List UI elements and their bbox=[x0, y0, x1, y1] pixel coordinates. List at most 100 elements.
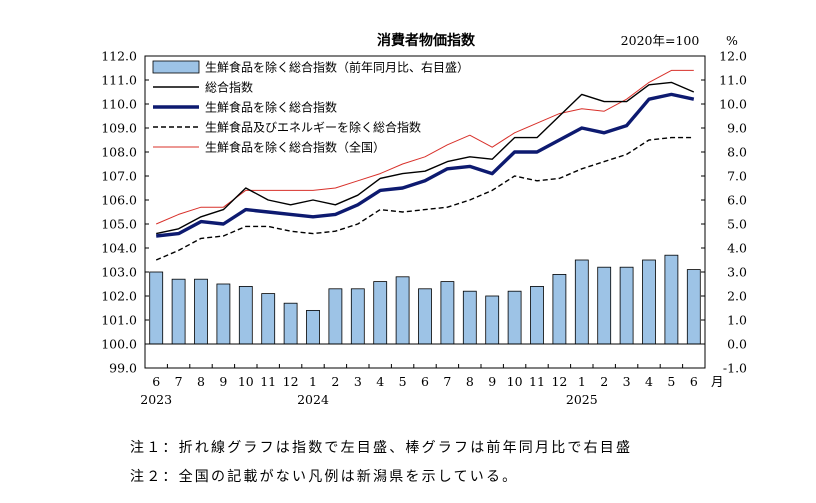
x-tick-label: 8 bbox=[197, 374, 205, 389]
left-tick-label: 101.0 bbox=[101, 313, 137, 328]
year-label: 2023 bbox=[140, 392, 172, 407]
bar-yoy bbox=[462, 290, 477, 345]
legend-label-series-3: 生鮮食品を除く総合指数（全国） bbox=[205, 140, 385, 155]
x-tick-label: 6 bbox=[152, 374, 160, 389]
x-tick-label: 12 bbox=[283, 374, 299, 389]
right-tick-label: 12.0 bbox=[719, 49, 747, 64]
bar-yoy bbox=[328, 288, 343, 345]
legend-label-series-0: 総合指数 bbox=[205, 80, 253, 95]
month-suffix: 月 bbox=[711, 374, 724, 389]
bar-yoy bbox=[261, 293, 276, 345]
base-year-note: 2020年=100 bbox=[621, 33, 700, 48]
year-label: 2024 bbox=[297, 392, 329, 407]
right-tick-label: 1.0 bbox=[727, 313, 747, 328]
x-tick-label: 7 bbox=[175, 374, 183, 389]
right-tick-label: 9.0 bbox=[727, 121, 747, 136]
bar-yoy bbox=[642, 259, 656, 345]
right-tick-label: 5.0 bbox=[727, 217, 747, 232]
left-tick-label: 112.0 bbox=[101, 49, 137, 64]
legend-label-series-2: 生鮮食品及びエネルギーを除く総合指数 bbox=[205, 120, 421, 135]
bar-yoy bbox=[597, 266, 612, 345]
x-tick-label: 5 bbox=[399, 374, 407, 389]
x-tick-label: 3 bbox=[354, 374, 362, 389]
bar-yoy bbox=[686, 269, 701, 345]
x-tick-label: 9 bbox=[219, 374, 227, 389]
left-tick-label: 102.0 bbox=[101, 289, 137, 304]
bar-yoy bbox=[216, 283, 231, 345]
right-tick-label: -1.0 bbox=[723, 361, 747, 376]
cpi-chart: 消費者物価指数 2020年=100 % 99.0100.0101.0102.01… bbox=[101, 32, 747, 407]
bar-yoy bbox=[619, 266, 634, 345]
x-tick-label: 1 bbox=[578, 374, 586, 389]
bar-yoy bbox=[485, 295, 500, 345]
left-tick-label: 100.0 bbox=[101, 337, 137, 352]
right-tick-label: 6.0 bbox=[727, 193, 747, 208]
x-tick-label: 2 bbox=[600, 374, 608, 389]
x-tick-label: 4 bbox=[376, 374, 384, 389]
x-tick-label: 2 bbox=[331, 374, 339, 389]
series-line-0 bbox=[156, 81, 695, 235]
x-tick-label: 10 bbox=[238, 374, 254, 389]
bar-yoy bbox=[350, 288, 365, 345]
year-label: 2025 bbox=[566, 392, 598, 407]
bar-yoy bbox=[418, 288, 432, 345]
x-tick-label: 3 bbox=[623, 374, 631, 389]
x-tick-label: 5 bbox=[667, 374, 675, 389]
bar-yoy bbox=[283, 302, 298, 345]
right-tick-label: 4.0 bbox=[727, 241, 747, 256]
legend-label-series-1: 生鮮食品を除く総合指数 bbox=[205, 100, 337, 115]
bar-yoy bbox=[194, 278, 208, 345]
x-tick-label: 9 bbox=[488, 374, 496, 389]
right-tick-label: 11.0 bbox=[719, 73, 747, 88]
series-line-3 bbox=[156, 69, 694, 225]
x-tick-label: 7 bbox=[443, 374, 451, 389]
left-tick-label: 109.0 bbox=[101, 121, 137, 136]
bar-yoy bbox=[373, 281, 388, 345]
legend-swatch-bars bbox=[152, 60, 200, 74]
x-tick-label: 12 bbox=[551, 374, 567, 389]
x-tick-label: 8 bbox=[466, 374, 474, 389]
left-tick-label: 107.0 bbox=[101, 169, 137, 184]
right-axis-unit: % bbox=[726, 33, 738, 48]
right-tick-label: 3.0 bbox=[727, 265, 747, 280]
bar-yoy bbox=[440, 281, 455, 345]
note-2: 注２：全国の記載がない凡例は新潟県を示している。 bbox=[130, 469, 519, 485]
bar-yoy bbox=[574, 259, 589, 345]
x-tick-label: 11 bbox=[529, 374, 545, 389]
series-line-1 bbox=[156, 92, 695, 238]
left-tick-label: 99.0 bbox=[109, 361, 137, 376]
note-1: 注１：折れ線グラフは指数で左目盛、棒グラフは前年同月比で右目盛 bbox=[130, 440, 633, 456]
legend-label-bars: 生鮮食品を除く総合指数（前年同月比、右目盛） bbox=[205, 60, 469, 75]
x-tick-label: 6 bbox=[421, 374, 429, 389]
right-tick-label: 7.0 bbox=[727, 169, 747, 184]
chart-title: 消費者物価指数 bbox=[377, 32, 476, 49]
left-tick-label: 104.0 bbox=[101, 241, 137, 256]
bar-yoy bbox=[395, 276, 410, 345]
x-tick-label: 6 bbox=[690, 374, 698, 389]
right-tick-label: 2.0 bbox=[727, 289, 747, 304]
x-tick-label: 4 bbox=[645, 374, 653, 389]
x-tick-label: 10 bbox=[507, 374, 523, 389]
left-tick-label: 108.0 bbox=[101, 145, 137, 160]
right-tick-label: 0.0 bbox=[727, 337, 747, 352]
left-tick-label: 105.0 bbox=[101, 217, 137, 232]
x-tick-label: 1 bbox=[309, 374, 317, 389]
bar-yoy bbox=[306, 309, 320, 345]
bar-yoy bbox=[507, 290, 522, 345]
bar-yoy bbox=[149, 271, 164, 345]
bar-yoy bbox=[171, 278, 186, 345]
left-tick-label: 110.0 bbox=[101, 97, 137, 112]
bar-yoy bbox=[530, 285, 544, 345]
plot-frame bbox=[144, 55, 706, 369]
left-tick-label: 103.0 bbox=[101, 265, 137, 280]
bar-yoy bbox=[552, 273, 567, 345]
series-line-2 bbox=[155, 136, 694, 261]
bar-yoy bbox=[664, 254, 679, 345]
right-tick-label: 10.0 bbox=[719, 97, 747, 112]
right-tick-label: 8.0 bbox=[727, 145, 747, 160]
x-tick-label: 11 bbox=[260, 374, 276, 389]
left-tick-label: 106.0 bbox=[101, 193, 137, 208]
left-tick-label: 111.0 bbox=[101, 73, 137, 88]
bar-yoy bbox=[238, 285, 253, 345]
legend: 生鮮食品を除く総合指数（前年同月比、右目盛） 総合指数生鮮食品を除く総合指数生鮮食… bbox=[152, 60, 469, 155]
